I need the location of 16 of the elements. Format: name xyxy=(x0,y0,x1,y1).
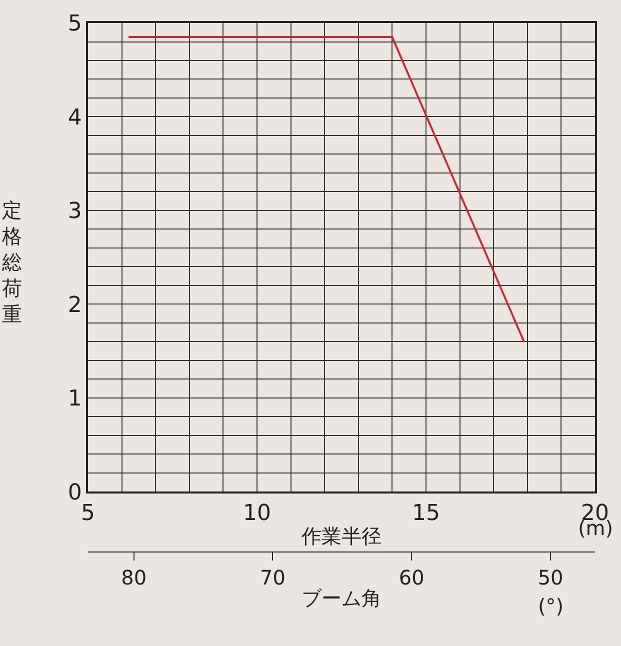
y-tick-label: 5 xyxy=(68,12,82,37)
x-tick-label: 15 xyxy=(412,500,440,526)
x2-tick-label: 60 xyxy=(398,565,424,590)
y-tick-label: 0 xyxy=(68,480,82,506)
x2-axis-title: ブーム角 xyxy=(302,586,382,610)
text: (°) xyxy=(538,594,564,618)
x-axis-title: 作業半径 xyxy=(300,524,382,548)
y-tick-label: 3 xyxy=(68,199,82,224)
x2-tick-label: 50 xyxy=(538,565,564,590)
y-tick-label: 2 xyxy=(68,292,82,318)
x2-tick-label: 70 xyxy=(260,565,286,590)
y-tick-label: 4 xyxy=(68,105,82,130)
y-tick-label: 1 xyxy=(68,386,82,412)
x2-tick-label: 80 xyxy=(121,565,147,590)
x-tick-label: 10 xyxy=(243,500,271,526)
y-axis-title: 定格総荷重 xyxy=(1,198,22,326)
